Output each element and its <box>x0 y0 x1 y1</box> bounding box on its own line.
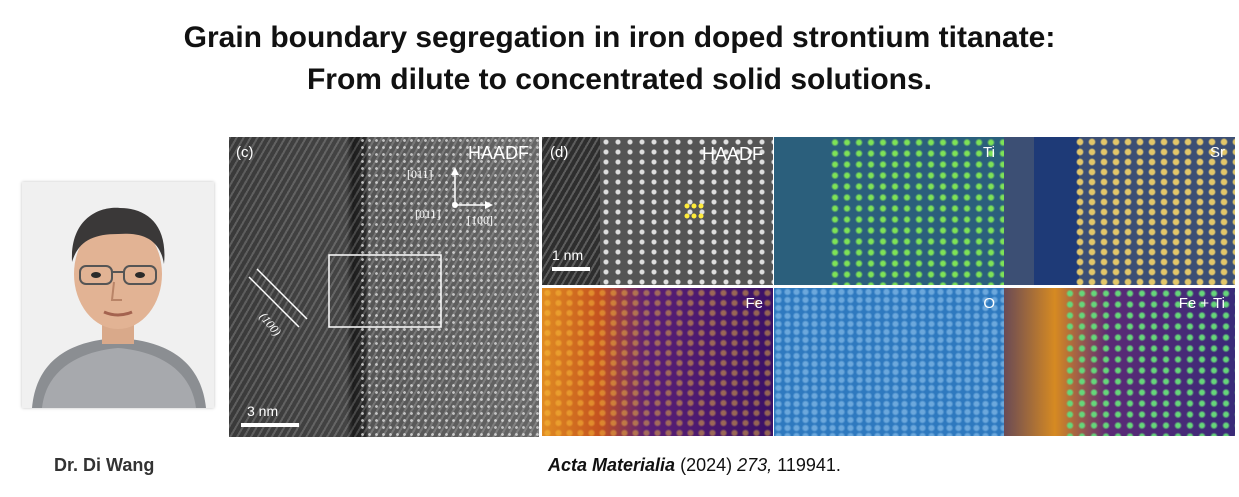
panel-c-label: (c) <box>236 144 254 161</box>
panel-c-scale-bar-text: 3 nm <box>247 403 279 419</box>
map-ti-label: Ti <box>983 144 995 161</box>
direction-out-label: [011] <box>415 207 441 221</box>
direction-up-label: [011] <box>407 167 433 181</box>
crystal-axes-diagram <box>248 167 493 328</box>
map-ti: Ti <box>774 137 1005 285</box>
author-name: Dr. Di Wang <box>54 455 155 475</box>
map-fe-ti: Fe + Ti <box>1004 288 1235 436</box>
atom-column-marker-icon <box>684 203 704 219</box>
citation-article: 119941. <box>777 455 841 475</box>
map-fe-label: Fe <box>745 295 763 312</box>
panel-c-haadf-image: (c) HAADF [011] [011] [100] (100) 3 nm <box>229 137 539 437</box>
direction-right-label: [100] <box>467 213 493 227</box>
title-line-1: Grain boundary segregation in iron doped… <box>183 21 1056 54</box>
map-sr-label: Sr <box>1210 144 1225 161</box>
citation: Acta Materialia (2024) 273, 119941. <box>548 455 841 476</box>
citation-year: (2024) <box>680 455 733 475</box>
panel-d-scale-bar <box>552 267 590 271</box>
map-fe-ti-label: Fe + Ti <box>1178 295 1225 312</box>
citation-volume: 273, <box>737 455 773 475</box>
panel-d-label: (d) <box>550 144 569 161</box>
map-haadf: (d) HAADF 1 nm <box>542 137 773 285</box>
person-portrait-icon <box>22 182 214 408</box>
citation-journal: Acta Materialia <box>548 455 676 475</box>
map-fe: Fe <box>542 288 773 436</box>
panel-c-scale-bar <box>241 423 299 427</box>
panel-c-mode: HAADF <box>467 143 529 163</box>
map-o: O <box>774 288 1005 436</box>
panel-d-scale-bar-text: 1 nm <box>552 247 584 263</box>
author-photo <box>22 182 214 408</box>
title-line-2: From dilute to concentrated solid soluti… <box>306 63 933 96</box>
map-sr: Sr <box>1004 137 1235 285</box>
map-o-label: O <box>983 295 995 312</box>
map-haadf-label: HAADF <box>701 144 763 164</box>
